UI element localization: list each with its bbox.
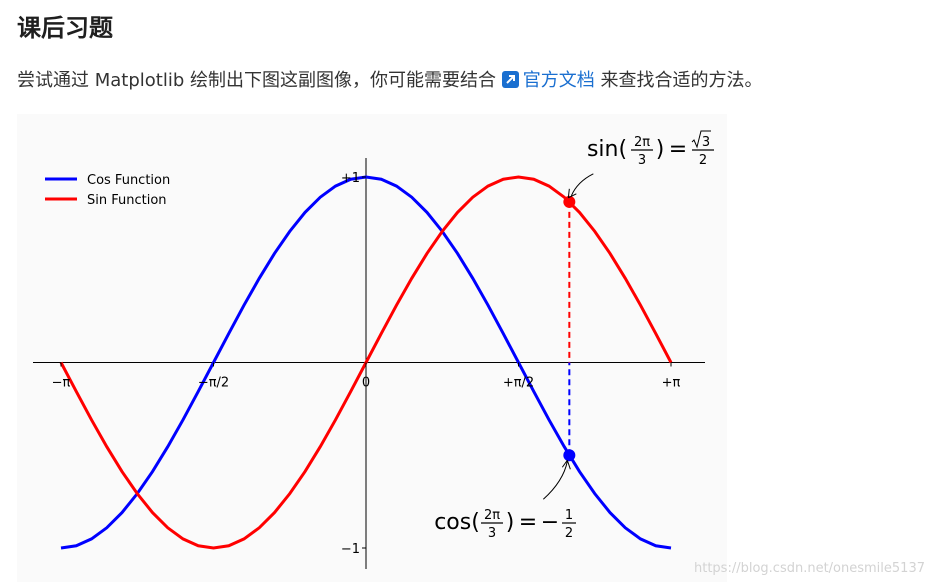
official-docs-link-text: 官方文档 [522, 70, 595, 91]
annotation-cos: cos( 2π 3) = −1 2 [434, 508, 576, 541]
legend-label: Sin Function [87, 193, 167, 208]
x-tick-label: 0 [362, 376, 370, 391]
data-point-marker [563, 195, 576, 208]
watermark: https://blog.csdn.net/onesmile5137 [694, 561, 925, 576]
y-tick-label: −1 [341, 542, 360, 557]
intro-text-after: 来查找合适的方法。 [594, 70, 763, 91]
annotation-sin: sin( 2π 3) = 3 2 [587, 130, 714, 168]
y-tick-label: +1 [341, 171, 360, 186]
x-tick-label: +π/2 [503, 376, 534, 391]
annotation-denominator: 3 [638, 153, 646, 168]
annotation-function-name: cos( [434, 510, 480, 535]
intro-text-before: 尝试通过 Matplotlib 绘制出下图这副图像，你可能需要结合 [17, 70, 502, 91]
chart-svg: −π −π/2 0 +π/2 +π −1 +1 Cos Function Sin Functio… [33, 130, 714, 569]
external-link-icon [501, 71, 519, 88]
x-tick-label: +π [662, 376, 681, 391]
annotation-arrow [542, 461, 568, 500]
annotation-function-name: sin( [587, 137, 627, 162]
annotation-rhs-denominator: 2 [565, 526, 573, 541]
annotation-close-paren: ) [506, 510, 515, 535]
annotation-rhs-numerator: 3 [702, 135, 710, 150]
annotation-numerator: 2π [484, 508, 500, 523]
chart-figure: −π −π/2 0 +π/2 +π −1 +1 Cos Function Sin Functio… [17, 114, 727, 582]
annotation-numerator: 2π [634, 135, 650, 150]
annotation-arrow [570, 173, 594, 197]
annotation-rhs-denominator: 2 [699, 153, 707, 168]
annotation-equals: = [669, 137, 687, 162]
official-docs-link[interactable]: 官方文档 [501, 70, 595, 91]
annotation-sign: − [541, 510, 559, 535]
sqrt-symbol [691, 130, 711, 149]
annotation-equals: = [519, 510, 537, 535]
page-title: 课后习题 [17, 14, 113, 42]
data-point-marker [563, 449, 576, 462]
annotation-arrowhead [567, 188, 577, 199]
annotation-rhs-numerator: 1 [565, 508, 573, 523]
legend-label: Cos Function [87, 173, 170, 188]
x-tick-label: −π [52, 376, 71, 391]
annotation-denominator: 3 [488, 526, 496, 541]
annotation-close-paren: ) [656, 137, 665, 162]
x-tick-label: −π/2 [198, 376, 229, 391]
intro-paragraph: 尝试通过 Matplotlib 绘制出下图这副图像，你可能需要结合 官方文档 来… [17, 66, 762, 92]
annotation-arrowhead [561, 459, 571, 470]
